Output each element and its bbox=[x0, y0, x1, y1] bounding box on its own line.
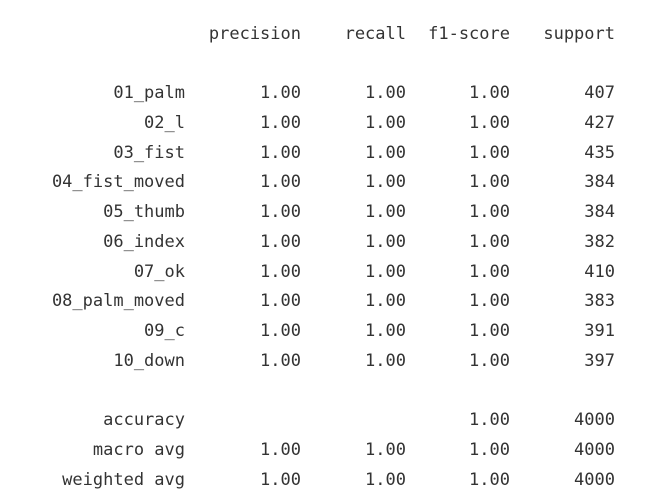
support-value: 410 bbox=[584, 262, 615, 282]
f1-score-value: 1.00 bbox=[469, 351, 510, 371]
column-header-recall: recall bbox=[344, 24, 406, 44]
f1-score-value: 1.00 bbox=[469, 470, 510, 490]
f1-score-value: 1.00 bbox=[469, 143, 510, 163]
row-label: 08_palm_moved bbox=[51, 291, 185, 311]
row-label: 09_c bbox=[144, 321, 185, 341]
recall-value: 1.00 bbox=[365, 470, 406, 490]
table-row: 08_palm_moved 1.00 1.00 1.00 383 bbox=[0, 289, 650, 313]
support-value: 383 bbox=[584, 291, 615, 311]
f1-score-value: 1.00 bbox=[469, 202, 510, 222]
f1-score-value: 1.00 bbox=[469, 262, 510, 282]
summary-row-macro-avg: macro avg 1.00 1.00 1.00 4000 bbox=[0, 438, 650, 462]
f1-score-value: 1.00 bbox=[469, 321, 510, 341]
recall-value: 1.00 bbox=[365, 440, 406, 460]
support-value: 4000 bbox=[574, 410, 615, 430]
table-row: 04_fist_moved 1.00 1.00 1.00 384 bbox=[0, 170, 650, 194]
precision-value: 1.00 bbox=[260, 143, 301, 163]
row-label: weighted avg bbox=[62, 470, 185, 490]
table-row: 07_ok 1.00 1.00 1.00 410 bbox=[0, 260, 650, 284]
table-row: 03_fist 1.00 1.00 1.00 435 bbox=[0, 141, 650, 165]
row-label: 04_fist_moved bbox=[51, 172, 185, 192]
row-label: 06_index bbox=[103, 232, 185, 252]
recall-value: 1.00 bbox=[365, 232, 406, 252]
recall-value: 1.00 bbox=[365, 351, 406, 371]
f1-score-value: 1.00 bbox=[469, 291, 510, 311]
support-value: 397 bbox=[584, 351, 615, 371]
table-row: 02_l 1.00 1.00 1.00 427 bbox=[0, 111, 650, 135]
support-value: 382 bbox=[584, 232, 615, 252]
f1-score-value: 1.00 bbox=[469, 83, 510, 103]
column-header-support: support bbox=[543, 24, 615, 44]
row-label: accuracy bbox=[103, 410, 185, 430]
row-label: 03_fist bbox=[113, 143, 185, 163]
row-label: macro avg bbox=[92, 440, 185, 460]
precision-value: 1.00 bbox=[260, 470, 301, 490]
row-label: 05_thumb bbox=[103, 202, 185, 222]
precision-value: 1.00 bbox=[260, 202, 301, 222]
precision-value: 1.00 bbox=[260, 291, 301, 311]
precision-value: 1.00 bbox=[260, 351, 301, 371]
support-value: 407 bbox=[584, 83, 615, 103]
recall-value: 1.00 bbox=[365, 172, 406, 192]
summary-row-weighted-avg: weighted avg 1.00 1.00 1.00 4000 bbox=[0, 468, 650, 492]
support-value: 391 bbox=[584, 321, 615, 341]
f1-score-value: 1.00 bbox=[469, 440, 510, 460]
table-row: 10_down 1.00 1.00 1.00 397 bbox=[0, 349, 650, 373]
recall-value: 1.00 bbox=[365, 202, 406, 222]
precision-value: 1.00 bbox=[260, 83, 301, 103]
table-row: 09_c 1.00 1.00 1.00 391 bbox=[0, 319, 650, 343]
recall-value: 1.00 bbox=[365, 143, 406, 163]
table-row: 05_thumb 1.00 1.00 1.00 384 bbox=[0, 200, 650, 224]
column-header-precision: precision bbox=[208, 24, 301, 44]
recall-value: 1.00 bbox=[365, 321, 406, 341]
column-header-f1-score: f1-score bbox=[428, 24, 510, 44]
recall-value: 1.00 bbox=[365, 291, 406, 311]
support-value: 435 bbox=[584, 143, 615, 163]
precision-value: 1.00 bbox=[260, 232, 301, 252]
precision-value: 1.00 bbox=[260, 321, 301, 341]
header-row: precision recall f1-score support bbox=[0, 22, 650, 46]
precision-value: 1.00 bbox=[260, 172, 301, 192]
support-value: 427 bbox=[584, 113, 615, 133]
precision-value: 1.00 bbox=[260, 262, 301, 282]
row-label: 10_down bbox=[113, 351, 185, 371]
f1-score-value: 1.00 bbox=[469, 232, 510, 252]
table-row: 01_palm 1.00 1.00 1.00 407 bbox=[0, 81, 650, 105]
support-value: 384 bbox=[584, 202, 615, 222]
recall-value: 1.00 bbox=[365, 262, 406, 282]
precision-value: 1.00 bbox=[260, 113, 301, 133]
row-label: 01_palm bbox=[113, 83, 185, 103]
f1-score-value: 1.00 bbox=[469, 113, 510, 133]
support-value: 4000 bbox=[574, 440, 615, 460]
row-label: 07_ok bbox=[133, 262, 185, 282]
summary-row-accuracy: accuracy 1.00 4000 bbox=[0, 408, 650, 432]
f1-score-value: 1.00 bbox=[469, 172, 510, 192]
f1-score-value: 1.00 bbox=[469, 410, 510, 430]
support-value: 4000 bbox=[574, 470, 615, 490]
recall-value: 1.00 bbox=[365, 113, 406, 133]
precision-value: 1.00 bbox=[260, 440, 301, 460]
row-label: 02_l bbox=[144, 113, 185, 133]
table-row: 06_index 1.00 1.00 1.00 382 bbox=[0, 230, 650, 254]
support-value: 384 bbox=[584, 172, 615, 192]
recall-value: 1.00 bbox=[365, 83, 406, 103]
